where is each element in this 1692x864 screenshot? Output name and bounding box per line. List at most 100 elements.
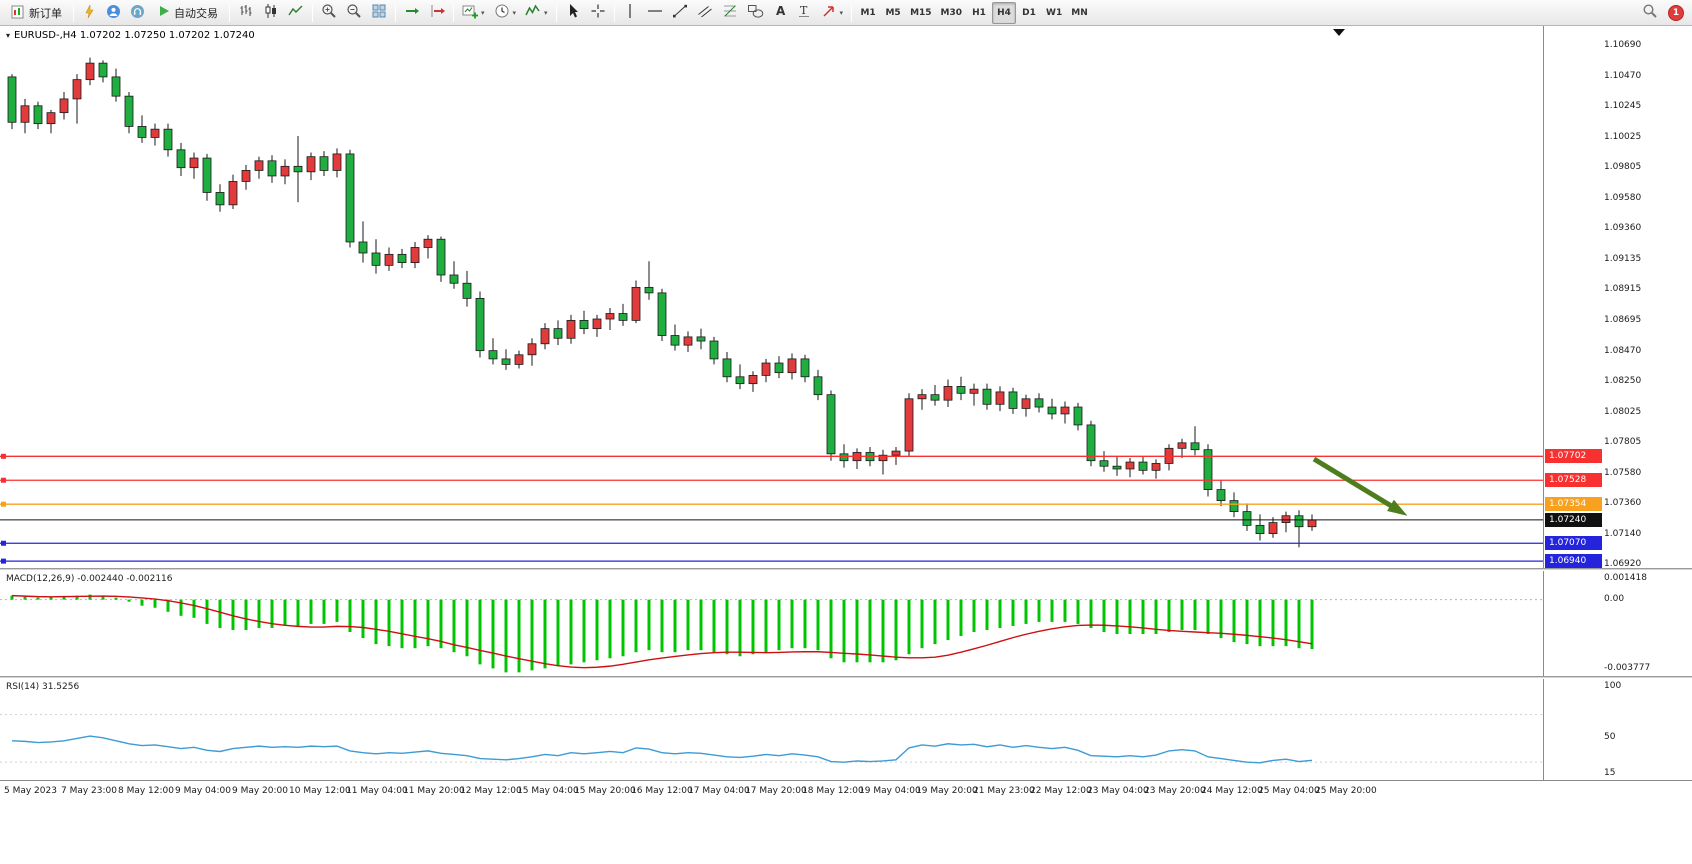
- time-axis-label: 10 May 12:00: [289, 786, 351, 796]
- panel-splitter[interactable]: [0, 676, 1692, 679]
- rsi-panel: RSI(14) 31.5256 100 50 15: [0, 679, 1692, 780]
- chart-shift-button[interactable]: [425, 2, 449, 24]
- new-order-button[interactable]: 新订单: [4, 2, 69, 24]
- period-button[interactable]: ▾: [490, 2, 521, 24]
- macd-canvas[interactable]: [0, 571, 1543, 676]
- play-icon: [157, 4, 171, 21]
- fibo-button[interactable]: [718, 2, 742, 24]
- channel-button[interactable]: [693, 2, 717, 24]
- timeframe-m5[interactable]: M5: [885, 7, 901, 18]
- one-click-arrow-icon[interactable]: ▾: [6, 31, 11, 40]
- toolbar-separator: [555, 3, 557, 22]
- price-tick: 1.08025: [1604, 406, 1642, 417]
- price-tick: 1.07360: [1604, 498, 1642, 509]
- toolbar-separator: [395, 3, 396, 22]
- hline-price-tag: 1.07528: [1545, 473, 1602, 488]
- panel-splitter[interactable]: [0, 568, 1692, 571]
- price-tick: 1.10690: [1604, 40, 1642, 51]
- line-chart-button[interactable]: [284, 2, 308, 24]
- text-button[interactable]: A: [769, 2, 792, 24]
- label-button[interactable]: T: [793, 2, 816, 24]
- macd-signal-value: -0.002116: [126, 574, 173, 584]
- quick-trade-button[interactable]: [78, 2, 101, 24]
- time-axis-label: 22 May 12:00: [1030, 786, 1092, 796]
- new-chart-button[interactable]: ▾: [458, 2, 489, 24]
- rsi-axis-label: 50: [1604, 732, 1616, 743]
- rsi-axis-label: 100: [1604, 681, 1622, 691]
- tile-windows-button[interactable]: [367, 2, 391, 24]
- arrows-button[interactable]: ▾: [817, 2, 848, 24]
- macd-axis[interactable]: 0.001418 0.00 -0.003777: [1544, 571, 1692, 676]
- text-label-icon: T: [797, 3, 811, 22]
- timeframe-d1[interactable]: D1: [1022, 7, 1036, 18]
- alerts-button[interactable]: [126, 2, 149, 24]
- main-toolbar: 新订单 自动交易 ▾ ▾: [0, 0, 1692, 26]
- timeframe-h4[interactable]: H4: [992, 1, 1017, 24]
- zoom-out-button[interactable]: [342, 2, 366, 24]
- cursor-button[interactable]: [561, 2, 585, 24]
- rsi-canvas[interactable]: [0, 679, 1543, 780]
- toolbar-separator: [312, 3, 313, 22]
- indicators-icon: [525, 3, 541, 22]
- clock-icon: [494, 3, 510, 22]
- toolbar-separator: [453, 3, 454, 22]
- macd-axis-label: 0.001418: [1604, 573, 1647, 583]
- trendline-button[interactable]: [668, 2, 692, 24]
- rsi-axis-label: 15: [1604, 768, 1616, 778]
- price-tick: 1.08250: [1604, 375, 1642, 386]
- line-chart-icon: [288, 3, 304, 22]
- price-axis[interactable]: 1.10690 1.10470 1.10245 1.10025 1.09805 1.095…: [1544, 26, 1692, 569]
- time-axis-label: 5 May 2023: [4, 786, 57, 796]
- bar-chart-button[interactable]: [234, 2, 258, 24]
- rsi-axis[interactable]: 100 50 15: [1544, 679, 1692, 780]
- macd-axis-label: 0.00: [1604, 593, 1625, 604]
- time-axis-label: 9 May 04:00: [175, 786, 231, 796]
- crosshair-icon: [590, 3, 606, 22]
- time-axis-label: 25 May 20:00: [1315, 786, 1377, 796]
- timeframe-w1[interactable]: W1: [1046, 7, 1063, 18]
- crosshair-button[interactable]: [586, 2, 610, 24]
- new-chart-icon: [462, 3, 478, 22]
- zoom-in-button[interactable]: [317, 2, 341, 24]
- time-axis-label: 25 May 04:00: [1258, 786, 1320, 796]
- timeframe-m15[interactable]: M15: [910, 7, 932, 18]
- timeframe-group: M1 M5 M15 M30 H1 H4 D1 W1 MN: [856, 1, 1092, 24]
- time-axis[interactable]: 5 May 2023 7 May 23:00 8 May 12:00 9 May 04…: [0, 780, 1692, 826]
- shapes-button[interactable]: [743, 2, 768, 24]
- search-button[interactable]: [1638, 2, 1662, 24]
- macd-name: MACD(12,26,9): [6, 574, 75, 584]
- toolbar-separator: [229, 3, 230, 22]
- chart-workspace: ▾ EURUSD-,H4 1.07202 1.07250 1.07202 1.0…: [0, 26, 1692, 864]
- macd-panel: MACD(12,26,9) -0.002440 -0.002116 0.0014…: [0, 571, 1692, 676]
- indicators-button[interactable]: ▾: [521, 2, 552, 24]
- vline-button[interactable]: [619, 2, 642, 24]
- timeframe-m30[interactable]: M30: [940, 7, 963, 18]
- timeframe-mn[interactable]: MN: [1071, 7, 1088, 18]
- price-tick: 1.09805: [1604, 162, 1642, 172]
- autotrade-label: 自动交易: [174, 6, 218, 20]
- chart-title-text: EURUSD-,H4 1.07202 1.07250 1.07202 1.072…: [14, 30, 255, 41]
- price-tick: 1.06920: [1604, 558, 1642, 569]
- price-tick: 1.10245: [1604, 101, 1642, 112]
- hline-button[interactable]: [643, 2, 667, 24]
- notification-badge[interactable]: 1: [1668, 4, 1684, 21]
- price-tick: 1.07140: [1604, 528, 1642, 539]
- channel-icon: [697, 3, 713, 22]
- price-chart-canvas[interactable]: [0, 26, 1543, 568]
- time-axis-label: 11 May 04:00: [346, 786, 408, 796]
- vertical-line-icon: [623, 3, 637, 22]
- time-axis-label: 18 May 12:00: [802, 786, 864, 796]
- time-axis-label: 17 May 04:00: [688, 786, 750, 796]
- auto-scroll-button[interactable]: [400, 2, 424, 24]
- hline-price-tag: 1.06940: [1545, 554, 1602, 569]
- profile-button[interactable]: [102, 2, 125, 24]
- price-tick: 1.08470: [1604, 345, 1642, 356]
- new-order-label: 新订单: [29, 6, 62, 20]
- timeframe-h1[interactable]: H1: [972, 7, 986, 18]
- timeframe-m1[interactable]: M1: [860, 7, 876, 18]
- trendline-icon: [672, 3, 688, 22]
- toolbar-separator: [73, 3, 74, 22]
- chevron-down-icon: ▾: [839, 8, 844, 17]
- candle-chart-button[interactable]: [259, 2, 283, 24]
- autotrade-button[interactable]: 自动交易: [150, 2, 225, 24]
